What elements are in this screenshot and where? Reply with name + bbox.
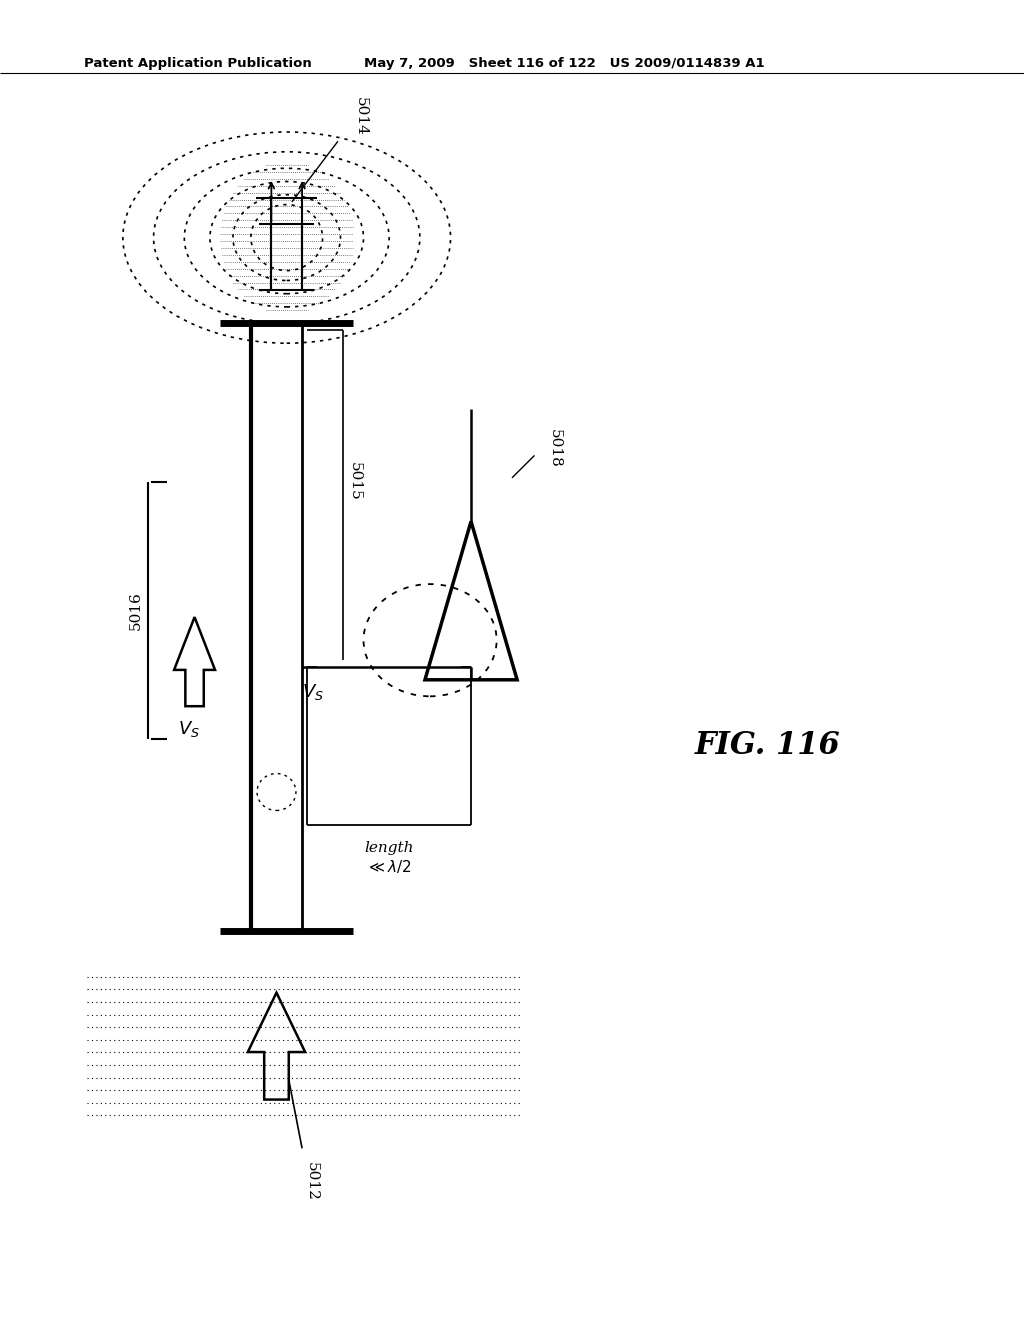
Text: May 7, 2009   Sheet 116 of 122   US 2009/0114839 A1: May 7, 2009 Sheet 116 of 122 US 2009/011… <box>364 57 764 70</box>
Text: $V_S$: $V_S$ <box>302 682 324 702</box>
Text: length
$\ll \lambda/2$: length $\ll \lambda/2$ <box>365 841 414 875</box>
Text: 5015: 5015 <box>348 462 362 502</box>
Text: 5012: 5012 <box>305 1162 319 1200</box>
Text: 5016: 5016 <box>129 591 143 630</box>
Text: $V_S$: $V_S$ <box>178 719 201 739</box>
Polygon shape <box>174 618 215 706</box>
Text: Patent Application Publication: Patent Application Publication <box>84 57 311 70</box>
Text: 5018: 5018 <box>548 429 562 469</box>
Text: 5014: 5014 <box>353 98 368 136</box>
Text: FIG. 116: FIG. 116 <box>695 730 841 762</box>
